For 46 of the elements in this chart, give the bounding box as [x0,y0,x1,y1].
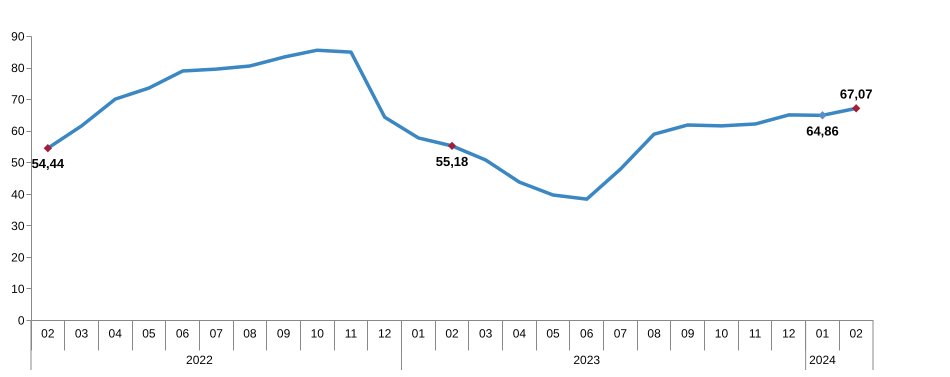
point [852,104,860,113]
x-tick-label: 06 [176,326,190,340]
x-tick-label: 11 [748,326,762,340]
x-tick-label: 10 [310,326,324,340]
data-label: 55,18 [436,154,468,169]
x-tick-label: 02 [849,326,864,340]
text: 2024 [809,353,836,367]
data-label: 67,07 [840,86,872,102]
x-tick-label: 02 [445,326,459,340]
x-tick-label: 10 [714,326,728,340]
x-tick-label: 09 [276,326,291,340]
y-tick-label: 90 [11,30,25,44]
point [818,111,827,120]
x-tick-label: 12 [782,326,796,340]
x-tick-label: 03 [479,326,493,340]
x-tick-label: 02 [41,326,55,340]
x-tick-label: 06 [580,326,594,340]
y-tick-label: 80 [11,61,25,76]
x-tick-label: 12 [378,326,392,340]
x-tick-label: 03 [74,326,89,340]
x-tick-label: 04 [108,326,122,340]
y-tick-label: 10 [11,282,25,296]
x-tick-label: 08 [243,326,257,340]
x-tick-label: 09 [681,326,695,340]
x-tick-label: 05 [142,326,156,340]
x-tick-label: 11 [344,326,358,340]
x-tick-label: 07 [210,326,224,340]
x-tick-label: 04 [512,326,526,340]
text: 2022 [186,353,214,367]
data-label: 54,44 [32,156,65,172]
x-tick-label: 01 [816,326,830,340]
x-tick-label: 08 [647,326,662,340]
point [448,142,456,150]
text: 2023 [573,353,600,367]
y-tick-label: 60 [11,124,25,138]
point [44,144,52,152]
x-tick-label: 05 [546,326,560,340]
data-label: 64,86 [806,123,839,138]
y-tick-label: 50 [11,156,25,170]
y-tick-label: 0 [18,314,25,328]
y-tick-label: 70 [11,92,25,107]
x-tick-label: 01 [412,326,426,340]
y-tick-label: 40 [11,187,25,202]
x-tick-label: 07 [614,326,628,340]
y-tick-label: 20 [11,250,25,264]
y-tick-label: 30 [11,218,25,233]
